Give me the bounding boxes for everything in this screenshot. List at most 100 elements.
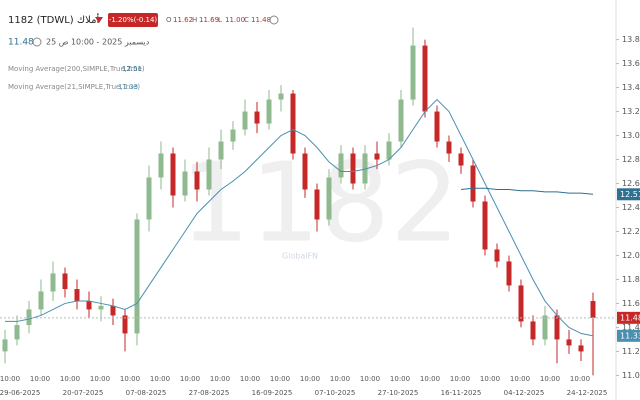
ohlc-value: 11.62 (173, 16, 193, 24)
x-time-label: 10:00 (30, 375, 50, 383)
x-date-label: 16-11-2025 (441, 389, 482, 397)
legend-label: Moving Average(21,SIMPLE,True,True) (8, 83, 140, 91)
y-tick-label: 11.80 (622, 275, 640, 284)
y-tick-label: 11.60 (622, 299, 640, 308)
candle-body (242, 111, 248, 130)
candle-body (134, 219, 140, 334)
candle-body (422, 45, 428, 112)
y-tick-label: 12.20 (622, 227, 640, 236)
x-time-label: 10:00 (150, 375, 170, 383)
candle-body (302, 153, 308, 190)
candle-body (374, 153, 380, 160)
candle-body (206, 159, 212, 190)
candle-body (110, 305, 116, 316)
x-time-label: 10:00 (330, 375, 350, 383)
x-time-label: 10:00 (390, 375, 410, 383)
y-tick-label: 11.40 (622, 323, 640, 332)
legend-value: 11.33 (118, 83, 138, 91)
x-time-label: 10:00 (240, 375, 260, 383)
x-date-label: 29-06-2025 (0, 389, 40, 397)
candle-body (38, 291, 44, 310)
y-tick-label: 13.20 (622, 107, 640, 116)
candle-body (26, 309, 32, 326)
candle-body (386, 141, 392, 160)
candle-body (470, 165, 476, 202)
candle-body (446, 141, 452, 154)
ohlc-value: 11.00 (225, 16, 245, 24)
symbol: 1182 (TDWL) أملاك (8, 13, 99, 26)
y-tick-label: 13.40 (622, 83, 640, 92)
price-box-label: 11.48 (620, 313, 640, 322)
candle-body (314, 189, 320, 220)
candle-body (410, 45, 416, 100)
candle-body (542, 315, 548, 340)
x-time-label: 10:00 (510, 375, 530, 383)
candle-body (146, 177, 152, 220)
x-time-label: 10:00 (0, 375, 20, 383)
candle-body (50, 273, 56, 292)
candle-body (482, 201, 488, 250)
candle-body (278, 93, 284, 100)
candle-body (566, 339, 572, 346)
x-time-label: 10:00 (450, 375, 470, 383)
candle-body (74, 289, 80, 302)
candle-body (98, 305, 104, 310)
candle-body (254, 111, 260, 124)
legend-value: 12.51 (122, 65, 142, 73)
x-date-label: 16-09-2025 (252, 389, 293, 397)
candle-body (122, 315, 128, 334)
change-badge (108, 13, 158, 27)
ohlc-key: C (244, 16, 249, 24)
x-time-label: 10:00 (180, 375, 200, 383)
x-time-label: 10:00 (60, 375, 80, 383)
ohlc-value: 11.48 (251, 16, 271, 24)
x-time-label: 10:00 (540, 375, 560, 383)
candle-body (62, 273, 68, 290)
clock-icon (32, 37, 42, 47)
candle-body (578, 345, 584, 352)
candle-body (362, 153, 368, 184)
x-time-label: 10:00 (420, 375, 440, 383)
x-time-label: 10:00 (480, 375, 500, 383)
price-box-label: 12.51 (620, 190, 640, 199)
x-date-label: 24-12-2025 (567, 389, 608, 397)
change: -1.20%(-0.14) (109, 16, 158, 24)
y-tick-label: 11.00 (622, 371, 640, 380)
candle-body (86, 301, 92, 310)
ohlc-value: 11.69 (199, 16, 219, 24)
candle-body (554, 315, 560, 340)
y-tick-label: 13.00 (622, 131, 640, 140)
dropdown-arrow (95, 17, 103, 23)
x-time-label: 10:00 (300, 375, 320, 383)
candle-body (398, 99, 404, 142)
price-box (617, 329, 640, 342)
x-date-label: 27-10-2025 (378, 389, 419, 397)
candle-body (326, 177, 332, 220)
x-time-label: 10:00 (570, 375, 590, 383)
candle-body (158, 153, 164, 178)
price-box (617, 188, 640, 201)
ohlc-key: O (166, 16, 172, 24)
candle-body (2, 339, 8, 352)
candle-body (506, 261, 512, 286)
ohlc-key: H (192, 16, 197, 24)
ohlc-key: L (218, 16, 222, 24)
price: 11.48 (8, 38, 34, 48)
price-box-label: 11.33 (620, 331, 640, 340)
price-box (617, 311, 640, 324)
candle-body (590, 301, 596, 318)
y-tick-label: 12.80 (622, 155, 640, 164)
ma-line (5, 98, 594, 337)
y-tick-label: 12.60 (622, 179, 640, 188)
y-tick-label: 12.40 (622, 203, 640, 212)
y-tick-label: 13.60 (622, 59, 640, 68)
y-tick-label: 12.00 (622, 251, 640, 260)
candle-body (182, 171, 188, 196)
datetime: 25 ديسمبر 2025 - 10:00 ص (46, 38, 150, 47)
candle-body (290, 93, 296, 154)
y-tick-label: 11.20 (622, 347, 640, 356)
candle-body (530, 321, 536, 340)
x-time-label: 10:00 (120, 375, 140, 383)
x-time-label: 10:00 (90, 375, 110, 383)
x-date-label: 07-10-2025 (315, 389, 356, 397)
